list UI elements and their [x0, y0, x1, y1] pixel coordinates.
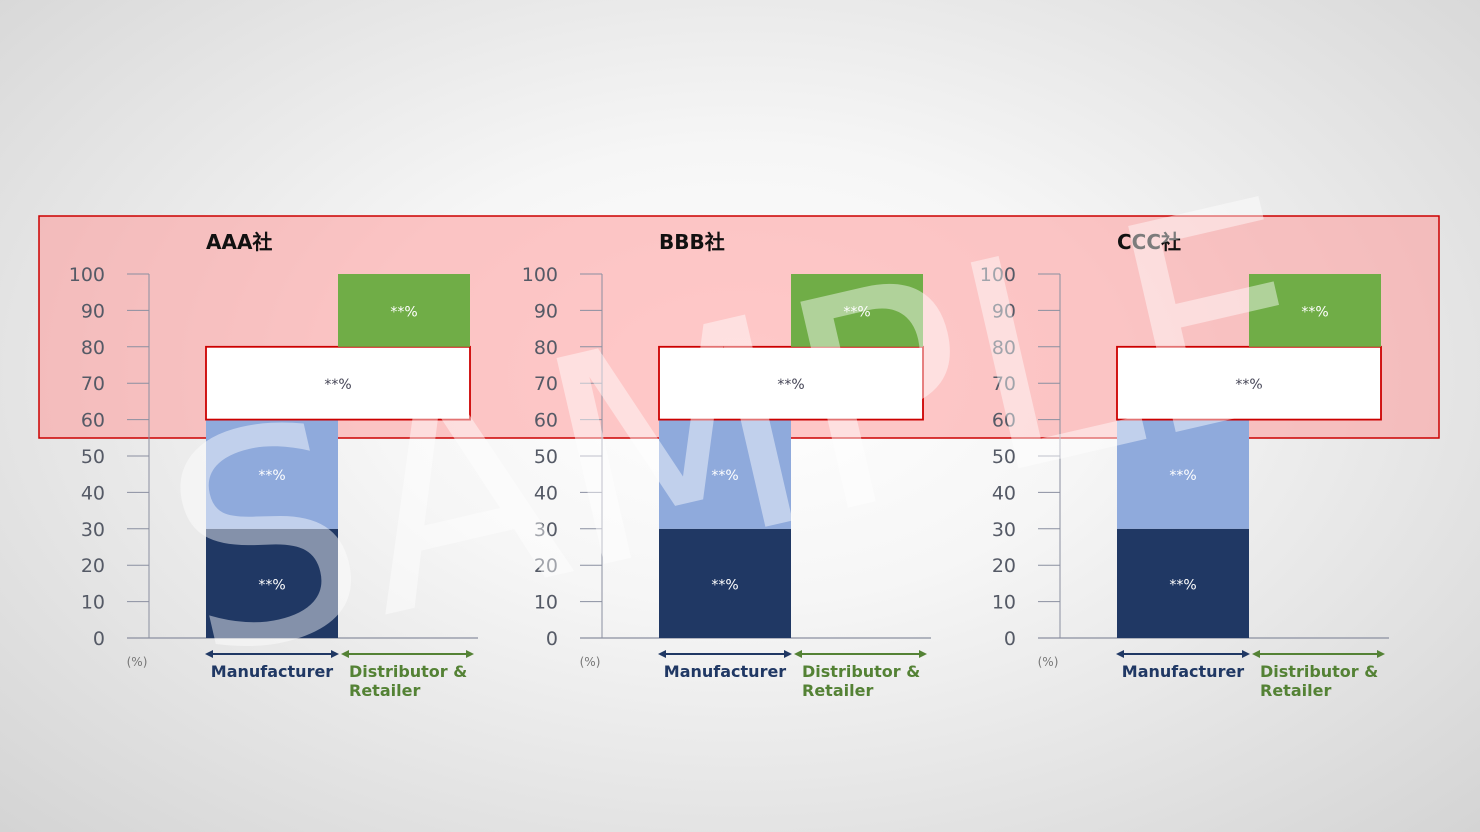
unit-label: (%) [1038, 655, 1059, 669]
y-tick-label: 50 [534, 446, 558, 468]
bar-segment-shared [1116, 345, 1382, 421]
category-label-distributor: Distributor & [1260, 662, 1378, 681]
unit-label: (%) [127, 655, 148, 669]
y-tick-label: 50 [81, 446, 105, 468]
bar-segment-shared [205, 345, 471, 421]
segment-label: **% [324, 377, 351, 393]
chart-1: BBB社 0 10 20 30 40 50 60 70 80 90 100 (%) **% **% **% **… [522, 230, 931, 700]
y-tick-label: 50 [992, 446, 1016, 468]
segment-label: **% [258, 577, 285, 593]
y-tick-label: 90 [534, 300, 558, 322]
y-tick-label: 100 [522, 264, 558, 286]
segment-label: **% [258, 468, 285, 484]
category-label-manufacturer: Manufacturer [211, 662, 334, 681]
y-tick-label: 80 [534, 337, 558, 359]
segment-label: **% [711, 468, 738, 484]
segment-label: **% [1301, 304, 1328, 320]
category-label-distributor: Distributor & [349, 662, 467, 681]
bar-segment-shared [658, 345, 924, 421]
chart-title: AAA社 [206, 230, 272, 254]
y-tick-label: 90 [992, 300, 1016, 322]
category-label-distributor: Retailer [1260, 681, 1331, 700]
category-label-distributor: Retailer [802, 681, 873, 700]
bar-segment-distributor [338, 274, 470, 347]
bar-segment-manufacturer-upper [659, 419, 791, 529]
bar-segment-distributor [791, 274, 923, 347]
bar-segment-manufacturer-base [206, 528, 338, 638]
chart-title: CCC社 [1117, 230, 1181, 254]
y-tick-label: 0 [1004, 628, 1016, 650]
y-tick-label: 80 [992, 337, 1016, 359]
y-tick-label: 60 [992, 410, 1016, 432]
y-tick-label: 70 [534, 373, 558, 395]
y-tick-label: 80 [81, 337, 105, 359]
y-tick-label: 70 [81, 373, 105, 395]
chart-2: CCC社 0 10 20 30 40 50 60 70 80 90 100 (%) **% **% **% **… [980, 230, 1389, 700]
y-tick-label: 70 [992, 373, 1016, 395]
y-tick-label: 0 [546, 628, 558, 650]
segment-label: **% [777, 377, 804, 393]
y-tick-label: 20 [81, 555, 105, 577]
bar-segment-manufacturer-upper [206, 419, 338, 529]
y-tick-label: 30 [534, 519, 558, 541]
y-tick-label: 0 [93, 628, 105, 650]
y-tick-label: 10 [534, 592, 558, 614]
segment-label: **% [1235, 377, 1262, 393]
y-tick-label: 40 [992, 482, 1016, 504]
y-tick-label: 60 [81, 410, 105, 432]
y-tick-label: 100 [980, 264, 1016, 286]
category-label-distributor: Retailer [349, 681, 420, 700]
y-tick-label: 10 [992, 592, 1016, 614]
y-tick-label: 40 [81, 482, 105, 504]
y-tick-label: 10 [81, 592, 105, 614]
category-label-manufacturer: Manufacturer [1122, 662, 1245, 681]
y-tick-label: 30 [992, 519, 1016, 541]
chart-title: BBB社 [659, 230, 725, 254]
y-tick-label: 20 [992, 555, 1016, 577]
bar-segment-manufacturer-upper [1117, 419, 1249, 529]
category-label-manufacturer: Manufacturer [664, 662, 787, 681]
chart-0: AAA社 0 10 20 30 40 50 60 70 80 90 100 (%) **% **% **% **… [69, 230, 478, 700]
segment-label: **% [1169, 468, 1196, 484]
segment-label: **% [711, 577, 738, 593]
bar-segment-manufacturer-base [659, 528, 791, 638]
unit-label: (%) [580, 655, 601, 669]
y-tick-label: 20 [534, 555, 558, 577]
segment-label: **% [390, 304, 417, 320]
bar-segment-distributor [1249, 274, 1381, 347]
y-tick-label: 90 [81, 300, 105, 322]
segment-label: **% [843, 304, 870, 320]
y-tick-label: 60 [534, 410, 558, 432]
y-tick-label: 100 [69, 264, 105, 286]
category-label-distributor: Distributor & [802, 662, 920, 681]
y-tick-label: 40 [534, 482, 558, 504]
y-tick-label: 30 [81, 519, 105, 541]
segment-label: **% [1169, 577, 1196, 593]
bar-segment-manufacturer-base [1117, 528, 1249, 638]
